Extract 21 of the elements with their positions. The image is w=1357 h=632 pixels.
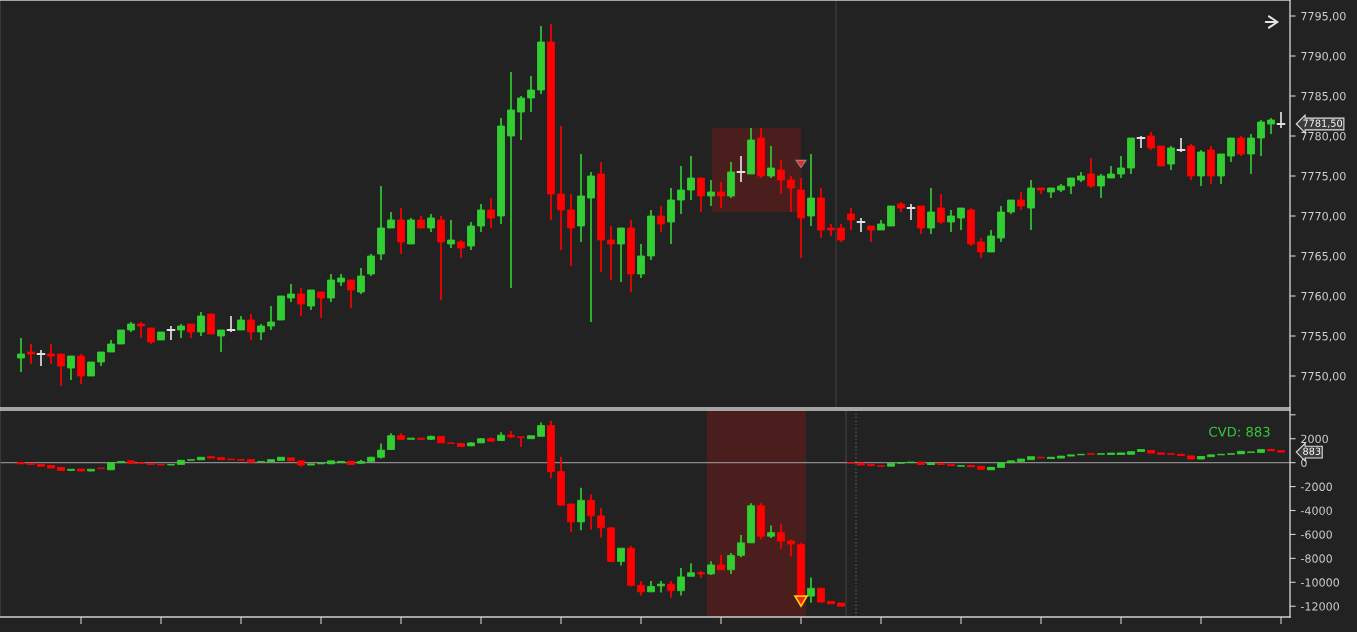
y-tick-label: 7785,00 bbox=[1301, 91, 1346, 102]
y-tick-label: -6000 bbox=[1300, 530, 1332, 539]
y-tick-label: 7765,00 bbox=[1301, 251, 1346, 262]
y-tick-label: -4000 bbox=[1300, 506, 1332, 515]
text: 883 bbox=[1303, 447, 1321, 455]
y-tick-label: 7775,00 bbox=[1301, 171, 1346, 182]
y-tick-label: 0 bbox=[1301, 458, 1307, 468]
y-tick-label: 7760,00 bbox=[1301, 291, 1346, 302]
y-tick-label: -2000 bbox=[1300, 482, 1332, 491]
y-tick-label: 7795,00 bbox=[1301, 11, 1346, 22]
y-tick-label: 7790,00 bbox=[1301, 51, 1346, 62]
y-tick-label: 7780,00 bbox=[1301, 131, 1346, 142]
y-tick-label: -8000 bbox=[1300, 554, 1332, 563]
y-tick-label: 7755,00 bbox=[1301, 331, 1346, 342]
y-tick-label: 7750,00 bbox=[1301, 371, 1346, 382]
y-tick-label: 7770,00 bbox=[1301, 211, 1346, 222]
y-tick-label: -12000 bbox=[1300, 602, 1340, 611]
text: 7781,50 bbox=[1303, 119, 1343, 128]
annotation: CVD: 883 bbox=[1209, 426, 1270, 437]
y-tick-label: 2000 bbox=[1301, 434, 1328, 444]
y-tick-label: -10000 bbox=[1300, 578, 1340, 587]
